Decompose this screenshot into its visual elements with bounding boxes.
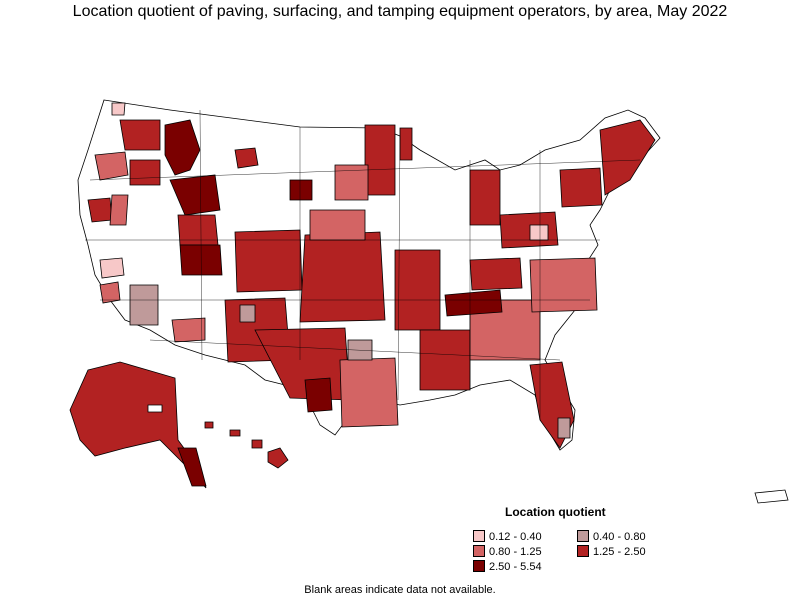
- region-co: [234, 229, 303, 293]
- legend-label-2: 0.80 - 1.25: [489, 546, 542, 558]
- map-title: Location quotient of paving, surfacing, …: [72, 3, 728, 20]
- region-id-south: [169, 174, 221, 216]
- region-wv-pale: [529, 224, 549, 241]
- region-mo-ar: [394, 249, 441, 331]
- legend-item-0: 0.12 - 0.40: [473, 530, 542, 543]
- hawaii-kauai: [204, 421, 214, 429]
- region-tx-high: [304, 377, 333, 413]
- legend-label-4: 2.50 - 5.54: [489, 561, 542, 573]
- region-ca-north: [87, 197, 113, 223]
- region-ks-ok: [299, 231, 386, 323]
- alaska-blank-area: [147, 404, 163, 413]
- legend-swatch-1: [577, 530, 589, 542]
- region-mn: [364, 124, 396, 196]
- region-nw-high: [164, 119, 201, 176]
- puerto-rico: [754, 489, 789, 504]
- region-tx-east: [339, 357, 399, 428]
- hawaii-big-island: [267, 447, 289, 469]
- legend-title: Location quotient: [505, 505, 606, 519]
- legend-swatch-4: [473, 560, 485, 572]
- region-mt-west: [234, 147, 259, 169]
- region-tx-pale: [347, 339, 373, 361]
- region-ca-pale: [99, 257, 125, 279]
- region-ky: [469, 257, 523, 291]
- legend-swatch-2: [473, 545, 485, 557]
- region-new-england: [599, 119, 656, 196]
- legend-item-4: 2.50 - 5.54: [473, 560, 542, 573]
- legend-item-1: 0.40 - 0.80: [577, 530, 646, 543]
- region-mi: [469, 169, 501, 226]
- region-az-south: [171, 317, 206, 343]
- legend-swatch-0: [473, 530, 485, 542]
- hawaii-maui: [251, 439, 263, 449]
- alaska-high-panhandle: [177, 447, 207, 487]
- region-wy-high: [289, 179, 313, 201]
- region-or-east: [129, 159, 161, 186]
- legend-label-0: 0.12 - 0.40: [489, 531, 542, 543]
- legend-label-1: 0.40 - 0.80: [593, 531, 646, 543]
- region-oh-pa: [499, 211, 559, 249]
- region-tn-high: [444, 289, 503, 317]
- region-nv-north: [109, 194, 129, 226]
- data-availability-footnote: Blank areas indicate data not available.: [304, 584, 496, 596]
- region-la-ms: [419, 329, 471, 391]
- region-az-west: [129, 284, 159, 326]
- region-fl-pale: [557, 417, 571, 439]
- legend-label-3: 1.25 - 2.50: [593, 546, 646, 558]
- legend-item-2: 0.80 - 1.25: [473, 545, 542, 558]
- region-sd: [334, 164, 369, 201]
- hawaii-oahu: [229, 429, 241, 437]
- region-wa-east: [119, 119, 161, 151]
- region-wa-pale: [111, 102, 126, 116]
- region-ne: [309, 209, 366, 241]
- area-boundaries: [85, 109, 641, 420]
- region-ny: [559, 167, 603, 208]
- legend-item-3: 1.25 - 2.50: [577, 545, 646, 558]
- legend-swatch-3: [577, 545, 589, 557]
- region-va-nc: [529, 257, 598, 313]
- region-or-mid: [94, 151, 129, 181]
- region-wi: [399, 127, 413, 161]
- region-ut: [177, 214, 219, 246]
- region-nm-pale: [239, 304, 256, 323]
